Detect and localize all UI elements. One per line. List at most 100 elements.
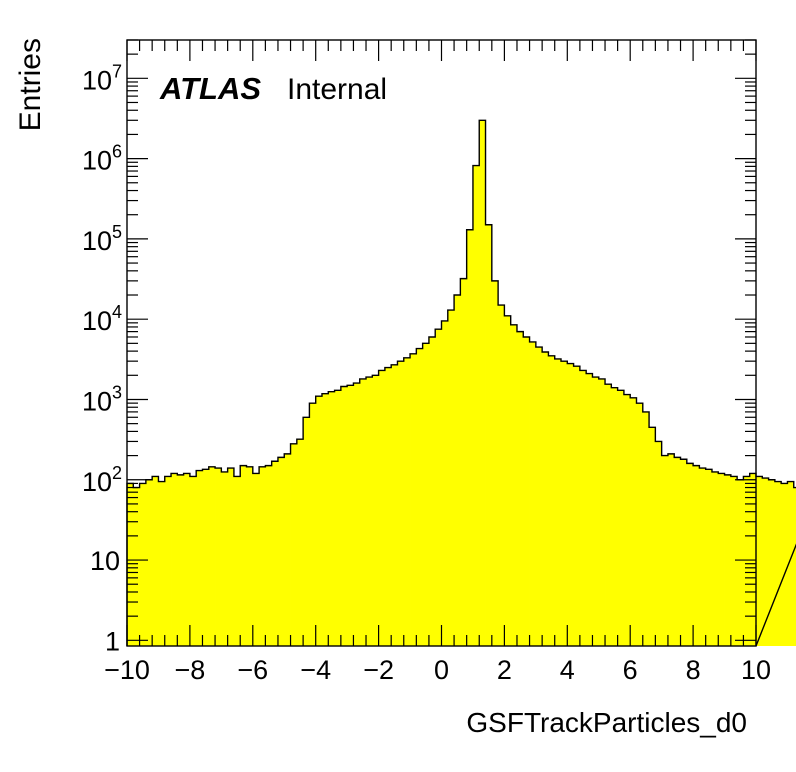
histogram-bin	[454, 295, 461, 646]
histogram-bin	[667, 453, 675, 646]
y-tick-label: 10	[90, 546, 120, 576]
histogram-bin	[240, 465, 247, 646]
histogram-bin	[781, 483, 788, 646]
histogram-bin	[705, 469, 713, 646]
histogram-bin	[378, 370, 386, 646]
histogram-bin	[183, 473, 191, 646]
histogram-bin	[246, 466, 254, 646]
histogram-bin	[441, 320, 449, 646]
histogram-bin	[133, 487, 140, 646]
histogram-bin	[259, 466, 266, 646]
histogram-bin	[328, 391, 335, 646]
histogram-bin	[793, 487, 796, 646]
y-tick-label: 104	[82, 302, 122, 336]
y-tick-label: 105	[82, 222, 122, 256]
y-tick-label: 107	[82, 61, 122, 95]
x-tick-labels: −10 −8 −6 −4 −2 0 2 4 6 8 10	[104, 655, 771, 685]
internal-label: Internal	[287, 73, 387, 106]
x-tick-label: 8	[686, 655, 701, 685]
histogram-bin	[617, 390, 625, 646]
axis-ticks	[126, 39, 757, 646]
histogram-bin	[623, 394, 631, 646]
histogram-bin	[391, 364, 398, 646]
y-axis-title: Entries	[14, 38, 47, 131]
histogram-bin	[428, 336, 436, 646]
histogram-bin	[491, 280, 499, 646]
histogram-bin	[158, 481, 166, 646]
histogram-bin	[284, 453, 291, 646]
histogram-bin	[127, 483, 134, 646]
y-tick-labels: 1 10 102 103 104 105 106 107	[82, 61, 122, 656]
histogram-bin	[221, 471, 229, 646]
histogram-bin	[347, 385, 354, 646]
histogram-bin	[655, 441, 663, 646]
histogram-bin	[410, 353, 417, 646]
histogram-bin	[762, 478, 769, 646]
histogram-bin	[630, 397, 637, 646]
histogram-bin	[504, 315, 512, 646]
histogram-bin	[674, 457, 681, 646]
x-tick-label: −4	[300, 655, 331, 685]
histogram-bin	[554, 358, 562, 646]
histogram-bin	[171, 473, 178, 646]
histogram-bin	[516, 331, 524, 646]
histogram-bin	[592, 377, 600, 646]
histogram-bin	[397, 361, 405, 646]
y-tick-label: 102	[82, 463, 122, 497]
histogram-bin	[252, 473, 260, 646]
x-tick-label: 0	[434, 655, 449, 685]
y-tick-label: 103	[82, 382, 122, 416]
histogram-bin	[498, 305, 505, 646]
histogram-bin	[366, 377, 373, 646]
histogram-bin	[548, 355, 556, 646]
histogram-bin	[435, 329, 442, 646]
histogram-bin	[277, 457, 285, 646]
histogram-bin	[737, 479, 744, 646]
histogram-bin	[743, 476, 751, 646]
histogram-bin	[561, 361, 568, 646]
histogram-bin	[353, 383, 361, 646]
histogram-bin	[309, 403, 317, 646]
histogram-bin	[315, 396, 323, 646]
atlas-label: ATLAS	[159, 71, 261, 106]
histogram-bin	[485, 224, 493, 646]
histogram-bin	[303, 417, 310, 646]
histogram-bin	[567, 363, 574, 646]
histogram-bin	[359, 378, 367, 646]
histogram-bin	[586, 373, 593, 646]
histogram-bin	[164, 476, 172, 646]
y-tick-label: 106	[82, 142, 122, 176]
histogram-bin	[472, 165, 480, 646]
histogram-bin	[699, 468, 707, 646]
histogram-bin	[768, 479, 776, 646]
histogram-bin	[542, 352, 549, 646]
histogram-bin	[724, 474, 732, 646]
histogram-bin	[145, 479, 153, 646]
histogram-bin	[215, 468, 222, 646]
histogram-bin	[649, 427, 656, 646]
histogram-bin	[233, 476, 241, 646]
x-tick-label: 10	[741, 655, 771, 685]
histogram-bin	[642, 411, 650, 646]
histogram-bin	[177, 474, 185, 646]
x-axis-title: GSFTrackParticles_d0	[466, 707, 747, 738]
histogram-bin	[510, 324, 518, 646]
histogram-bin	[579, 370, 587, 646]
histogram-bin	[208, 466, 216, 646]
x-tick-label: −10	[104, 655, 150, 685]
histogram-bin	[196, 470, 203, 646]
histogram-bin	[466, 229, 474, 646]
histogram-bin	[774, 481, 782, 646]
histogram-bin	[730, 476, 738, 646]
histogram-bin	[290, 443, 298, 646]
histogram-bin	[460, 278, 468, 646]
histogram-bin	[711, 471, 719, 646]
histogram-outline	[126, 119, 796, 647]
histogram-bin	[535, 347, 543, 646]
histogram-bin	[693, 465, 700, 646]
histogram-bin	[372, 375, 379, 646]
x-tick-label: 4	[560, 655, 575, 685]
histogram-bin	[598, 378, 606, 646]
histogram-bin	[422, 343, 430, 646]
